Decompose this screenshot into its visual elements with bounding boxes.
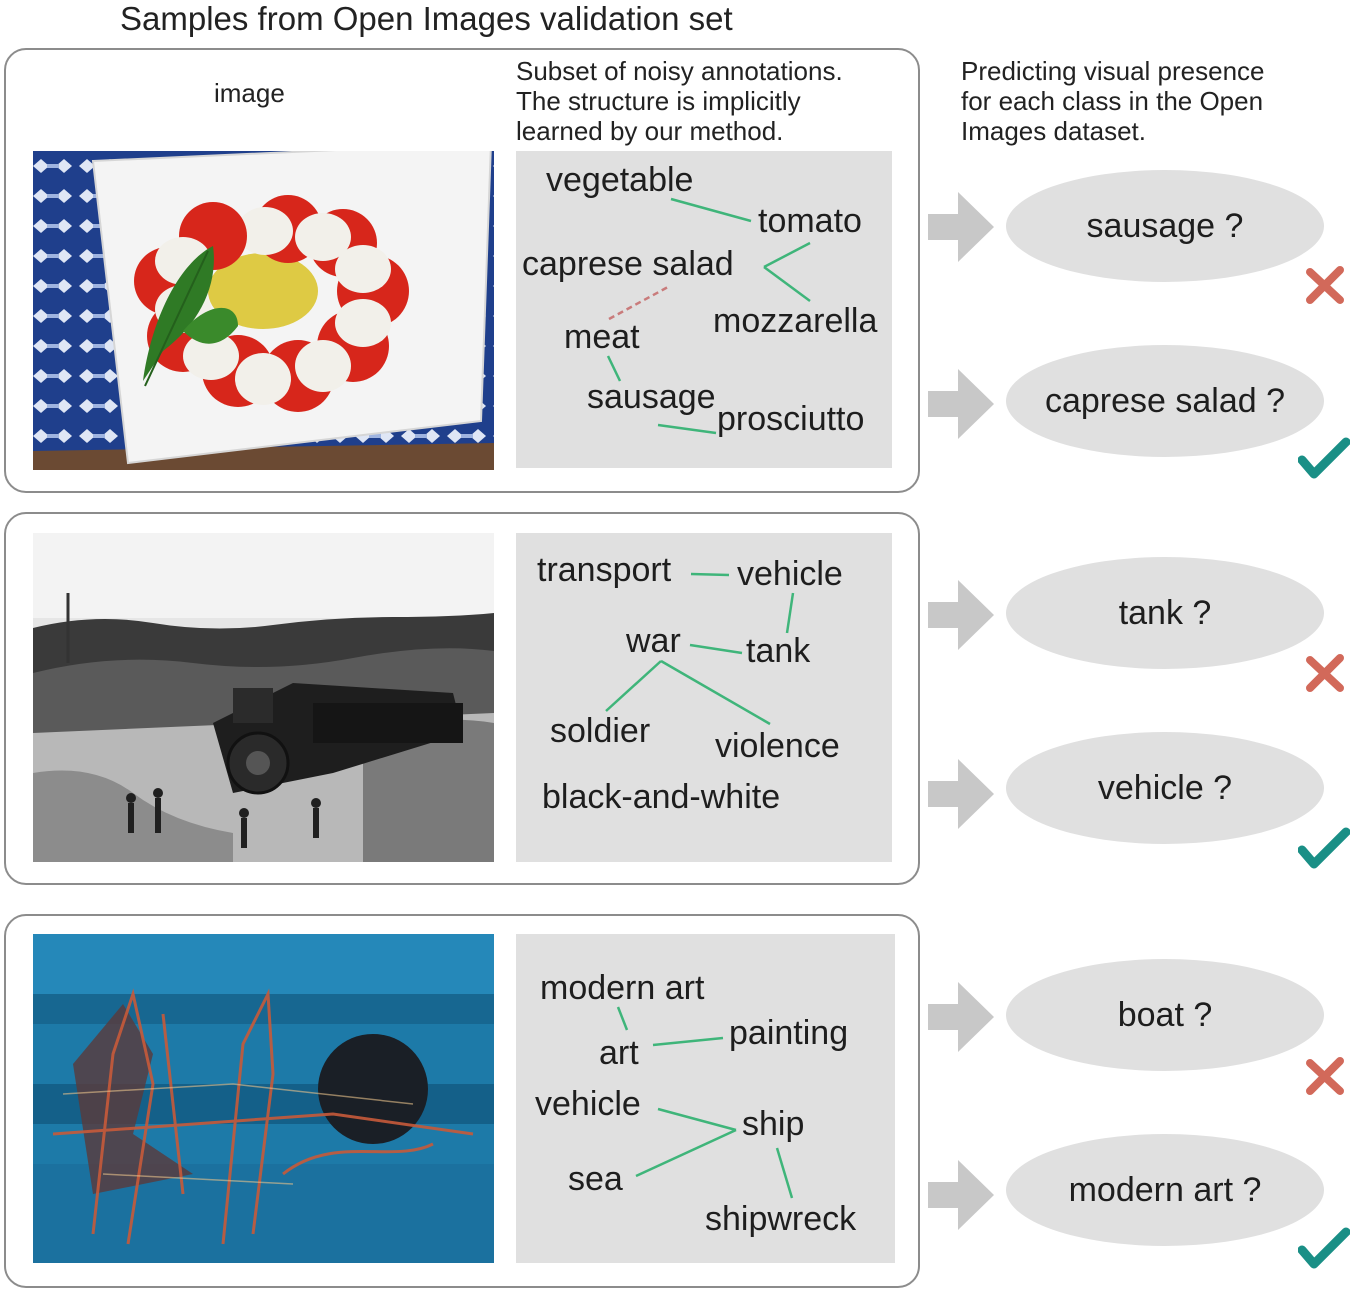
annotation-links-1 xyxy=(606,197,811,435)
query-bubble-modern-art: modern art ? xyxy=(1006,1134,1324,1246)
row-panel-3 xyxy=(4,914,920,1288)
figure-title: Samples from Open Images validation set xyxy=(120,0,733,37)
label-sea: sea xyxy=(568,1160,623,1198)
query-bubble-tank: tank ? xyxy=(1006,557,1324,669)
cross-icon xyxy=(1306,654,1344,692)
label-shipwreck: shipwreck xyxy=(705,1200,857,1238)
label-tomato: tomato xyxy=(758,202,862,240)
label-modern-art: modern art xyxy=(540,969,705,1007)
query-bubble-vehicle: vehicle ? xyxy=(1006,732,1324,844)
arrow-icon xyxy=(928,1160,994,1230)
annotations-column-header: Subset of noisy annotations. The structu… xyxy=(516,56,843,146)
label-vehicle: vehicle xyxy=(737,555,843,593)
label-prosciutto: prosciutto xyxy=(717,400,865,438)
label-vehicle: vehicle xyxy=(535,1085,641,1123)
cross-icon xyxy=(1306,1057,1344,1095)
arrow-icon xyxy=(928,580,994,650)
cross-icon xyxy=(1306,266,1344,304)
annotation-links-3 xyxy=(616,1006,794,1199)
locomotive xyxy=(213,683,463,795)
image-column-header: image xyxy=(214,78,285,108)
check-icon xyxy=(1298,827,1350,869)
check-icon xyxy=(1298,437,1350,479)
predictions-column-header: Predicting visual presence for each clas… xyxy=(961,56,1265,146)
annotation-links-2 xyxy=(605,572,795,726)
label-caprese-salad: caprese salad xyxy=(522,245,734,283)
label-sausage: sausage xyxy=(587,378,716,416)
row-panel-2 xyxy=(4,512,920,885)
check-icon xyxy=(1298,1227,1350,1269)
annotation-graph-2: transport vehicle war tank soldier viole… xyxy=(516,533,892,862)
annotation-graph-3: modern art art painting vehicle ship sea… xyxy=(516,934,895,1263)
label-tank: tank xyxy=(746,632,811,670)
arrow-icon xyxy=(928,192,994,262)
label-painting: painting xyxy=(729,1014,849,1052)
train-wreck-image xyxy=(33,533,494,862)
label-black-and-white: black-and-white xyxy=(542,778,781,816)
label-war: war xyxy=(626,622,681,660)
query-bubble-sausage: sausage ? xyxy=(1006,170,1324,282)
label-ship: ship xyxy=(742,1105,805,1143)
query-bubble-boat: boat ? xyxy=(1006,959,1324,1071)
label-vegetable: vegetable xyxy=(546,161,694,199)
label-transport: transport xyxy=(537,551,672,589)
arrow-icon xyxy=(928,982,994,1052)
label-soldier: soldier xyxy=(550,712,651,750)
label-meat: meat xyxy=(564,318,640,356)
query-bubble-caprese-salad: caprese salad ? xyxy=(1006,345,1324,457)
label-violence: violence xyxy=(715,727,840,765)
caprese-salad-image xyxy=(33,151,494,470)
arrow-icon xyxy=(928,369,994,439)
row-panel-1 xyxy=(4,48,920,493)
annotation-graph-1: vegetable tomato caprese salad mozzarell… xyxy=(516,151,892,468)
label-art: art xyxy=(599,1034,639,1072)
arrow-icon xyxy=(928,759,994,829)
abstract-painting-image xyxy=(33,934,494,1263)
label-mozzarella: mozzarella xyxy=(713,302,878,340)
